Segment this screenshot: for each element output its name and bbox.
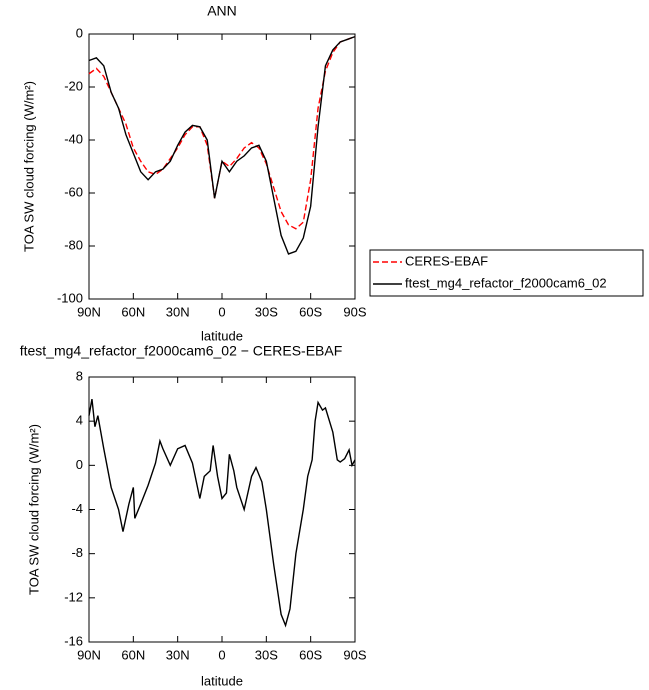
y-tick-label: -8: [71, 545, 83, 560]
data-line: [88, 35, 356, 255]
x-tick-label: 90S: [343, 647, 366, 662]
x-axis-label: latitude: [201, 673, 243, 688]
data-line: [88, 398, 356, 628]
y-axis-label: TOA SW cloud forcing (W/m²): [26, 424, 41, 595]
x-tick-label: 60N: [121, 304, 145, 319]
x-tick-label: 0: [218, 304, 225, 319]
x-tick-label: 90N: [77, 304, 101, 319]
chart-title: ftest_mg4_refactor_f2000cam6_02 − CERES-…: [20, 343, 343, 359]
y-tick-label: 4: [76, 413, 83, 428]
y-tick-label: -80: [64, 237, 83, 252]
legend-label: CERES-EBAF: [405, 253, 488, 268]
y-tick-label: -4: [71, 501, 83, 516]
legend-label: ftest_mg4_refactor_f2000cam6_02: [405, 275, 607, 290]
y-tick-label: -12: [64, 589, 83, 604]
y-tick-label: -40: [64, 131, 83, 146]
chart-title: ANN: [207, 3, 237, 19]
x-tick-label: 60S: [299, 304, 322, 319]
y-axis-label: TOA SW cloud forcing (W/m²): [21, 81, 36, 252]
x-tick-label: 30S: [255, 647, 278, 662]
y-tick-label: 0: [76, 25, 83, 40]
y-tick-label: -20: [64, 78, 83, 93]
y-tick-label: -60: [64, 184, 83, 199]
x-tick-label: 30N: [166, 647, 190, 662]
x-tick-label: 30N: [166, 304, 190, 319]
y-tick-label: 0: [76, 457, 83, 472]
x-axis-label: latitude: [201, 328, 243, 343]
x-tick-label: 90N: [77, 647, 101, 662]
y-tick-label: 8: [76, 368, 83, 383]
x-tick-label: 60S: [299, 647, 322, 662]
x-tick-label: 60N: [121, 647, 145, 662]
x-tick-label: 30S: [255, 304, 278, 319]
x-tick-label: 0: [218, 647, 225, 662]
y-tick-label: -16: [64, 633, 83, 648]
legend-box: [369, 249, 644, 297]
plot-frame: [88, 33, 356, 300]
y-tick-label: -100: [57, 290, 83, 305]
x-tick-label: 90S: [343, 304, 366, 319]
data-line: [88, 35, 356, 230]
